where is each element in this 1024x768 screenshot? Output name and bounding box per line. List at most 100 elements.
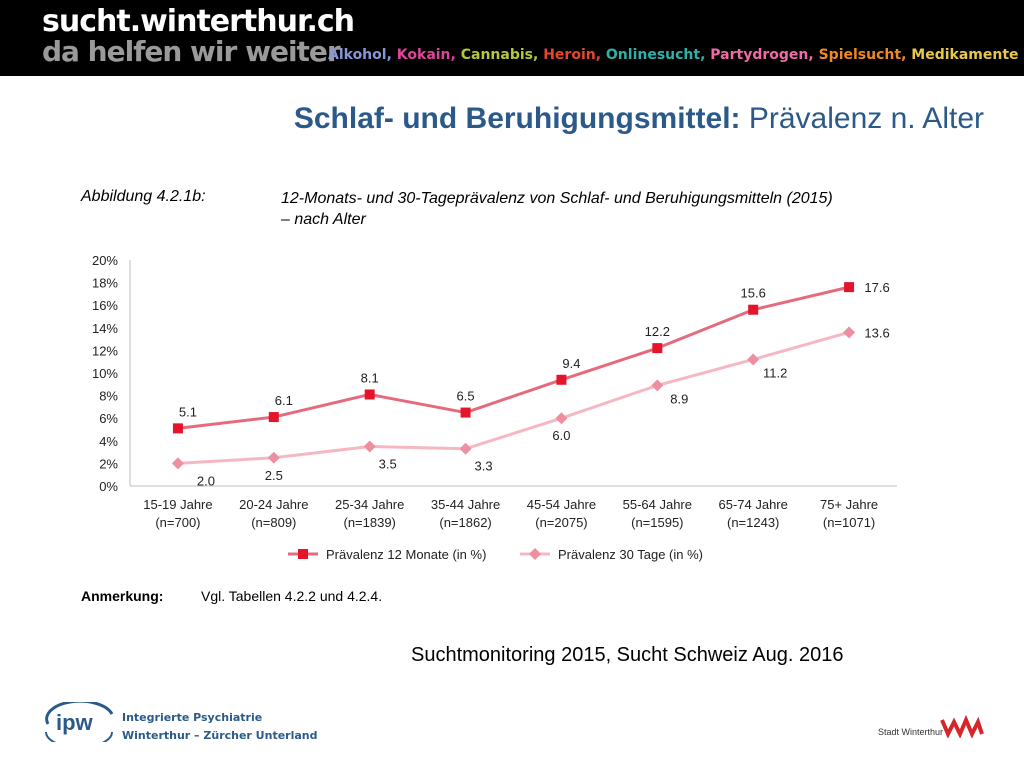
city-logo-mark xyxy=(940,714,984,738)
y-tick-label: 0% xyxy=(99,479,118,494)
header-bar: sucht.winterthur.ch da helfen wir weiter… xyxy=(0,0,1024,76)
topic-separator: , xyxy=(450,47,461,63)
topic-link-spielsucht[interactable]: Spielsucht xyxy=(818,47,902,63)
x-tick-label: 25-34 Jahre xyxy=(335,497,404,512)
ipw-logo-arc-top xyxy=(45,702,114,725)
x-tick-label: 65-74 Jahre xyxy=(718,497,787,512)
series-1-data-label: 15.6 xyxy=(741,286,766,301)
note-text: Vgl. Tabellen 4.2.2 und 4.2.4. xyxy=(201,588,383,604)
x-tick-label: 15-19 Jahre xyxy=(143,497,212,512)
y-tick-label: 12% xyxy=(92,343,118,358)
y-tick-label: 14% xyxy=(92,321,118,336)
x-tick-label: 55-64 Jahre xyxy=(623,497,692,512)
series-2-point xyxy=(363,440,376,453)
legend-marker-1 xyxy=(298,549,308,559)
series-1-point xyxy=(844,282,855,293)
figure-title: 12-Monats- und 30-Tageprävalenz von Schl… xyxy=(281,188,931,230)
topic-list: Alkohol, Kokain, Cannabis, Heroin, Onlin… xyxy=(328,47,1019,63)
y-tick-label: 16% xyxy=(92,298,118,313)
series-1-data-label: 5.1 xyxy=(179,404,197,419)
topic-link-cannabis[interactable]: Cannabis xyxy=(460,47,533,63)
topic-separator: , xyxy=(386,47,397,63)
series-1-point xyxy=(268,412,279,423)
topic-separator: , xyxy=(533,47,544,63)
series-2-data-label: 8.9 xyxy=(670,391,688,406)
x-tick-sublabel: (n=1243) xyxy=(727,515,779,530)
city-name: Stadt Winterthur xyxy=(878,727,944,737)
series-1-data-label: 17.6 xyxy=(864,280,889,295)
x-tick-sublabel: (n=1071) xyxy=(823,515,875,530)
topic-separator: , xyxy=(595,47,606,63)
slide-title: Schlaf- und Beruhigungsmittel: Prävalenz… xyxy=(294,102,984,136)
x-tick-label: 45-54 Jahre xyxy=(527,497,596,512)
figure-label: Abbildung 4.2.1b: xyxy=(81,188,206,205)
tagline: da helfen wir weiter xyxy=(42,35,341,68)
series-2-data-label: 13.6 xyxy=(864,325,889,340)
topic-link-partydrogen[interactable]: Partydrogen xyxy=(710,47,809,63)
topic-separator: , xyxy=(808,47,819,63)
x-tick-sublabel: (n=700) xyxy=(155,515,200,530)
series-1-point xyxy=(364,389,375,400)
series-2-data-label: 6.0 xyxy=(552,428,570,443)
ipw-name-line2: Winterthur – Zürcher Unterland xyxy=(122,729,318,742)
series-2-point xyxy=(459,442,472,455)
topic-link-medikamente[interactable]: Medikamente xyxy=(911,47,1019,63)
series-1-point xyxy=(172,423,183,434)
winterthur-city-logo xyxy=(940,714,984,738)
series-1-point xyxy=(460,407,471,418)
source-citation: Suchtmonitoring 2015, Sucht Schweiz Aug.… xyxy=(411,644,844,666)
x-tick-label: 75+ Jahre xyxy=(820,497,878,512)
ipw-institution-name: Integrierte Psychiatrie Winterthur – Zür… xyxy=(122,709,318,745)
topic-separator: , xyxy=(700,47,711,63)
series-2-point xyxy=(171,457,184,470)
series-1-data-label: 6.5 xyxy=(457,389,475,404)
topic-link-kokain[interactable]: Kokain xyxy=(396,47,451,63)
topic-link-alkohol[interactable]: Alkohol xyxy=(328,47,387,63)
ipw-logo-arc-bottom xyxy=(45,731,113,742)
series-2-data-label: 2.5 xyxy=(265,468,283,483)
ipw-logo: ipw xyxy=(45,702,114,742)
ipw-name-line1: Integrierte Psychiatrie xyxy=(122,711,263,724)
series-2-data-label: 2.0 xyxy=(197,473,215,488)
series-2-data-label: 3.5 xyxy=(379,456,397,471)
series-1-data-label: 6.1 xyxy=(275,393,293,408)
legend-marker-2 xyxy=(529,548,541,560)
ipw-logo-text: ipw xyxy=(56,710,94,735)
series-1-point xyxy=(748,304,759,315)
series-1-point xyxy=(652,343,663,354)
y-tick-label: 20% xyxy=(92,253,118,268)
series-2-data-label: 3.3 xyxy=(475,459,493,474)
x-tick-label: 35-44 Jahre xyxy=(431,497,500,512)
x-tick-sublabel: (n=2075) xyxy=(535,515,587,530)
slide-title-bold: Schlaf- und Beruhigungsmittel: xyxy=(293,102,741,135)
y-tick-label: 8% xyxy=(99,389,118,404)
topic-link-heroin[interactable]: Heroin xyxy=(543,47,596,63)
legend-label-1: Prävalenz 12 Monate (in %) xyxy=(326,547,486,562)
series-line-1 xyxy=(177,285,850,430)
series-1-data-label: 12.2 xyxy=(645,324,670,339)
series-2-point xyxy=(747,353,760,366)
site-name[interactable]: sucht.winterthur.ch xyxy=(42,4,355,39)
series-line-2 xyxy=(177,330,850,465)
series-2-point xyxy=(267,451,280,464)
topic-link-onlinesucht[interactable]: Onlinesucht xyxy=(605,47,701,63)
y-tick-label: 2% xyxy=(99,456,118,471)
x-tick-sublabel: (n=1862) xyxy=(439,515,491,530)
y-tick-label: 10% xyxy=(92,366,118,381)
x-tick-label: 20-24 Jahre xyxy=(239,497,308,512)
y-tick-label: 6% xyxy=(99,411,118,426)
slide-title-rest: Prävalenz n. Alter xyxy=(740,102,984,135)
series-1-data-label: 9.4 xyxy=(562,356,580,371)
y-tick-label: 18% xyxy=(92,276,118,291)
x-tick-sublabel: (n=1595) xyxy=(631,515,683,530)
x-tick-sublabel: (n=1839) xyxy=(343,515,395,530)
figure-title-line1: 12-Monats- und 30-Tageprävalenz von Schl… xyxy=(281,190,833,207)
y-tick-label: 4% xyxy=(99,434,118,449)
series-2-data-label: 11.2 xyxy=(763,365,787,380)
series-2-point xyxy=(651,379,664,392)
topic-separator: , xyxy=(901,47,912,63)
note-label: Anmerkung: xyxy=(81,588,164,604)
figure-title-line2: – nach Alter xyxy=(281,211,366,228)
legend-label-2: Prävalenz 30 Tage (in %) xyxy=(558,547,703,562)
x-tick-sublabel: (n=809) xyxy=(251,515,296,530)
